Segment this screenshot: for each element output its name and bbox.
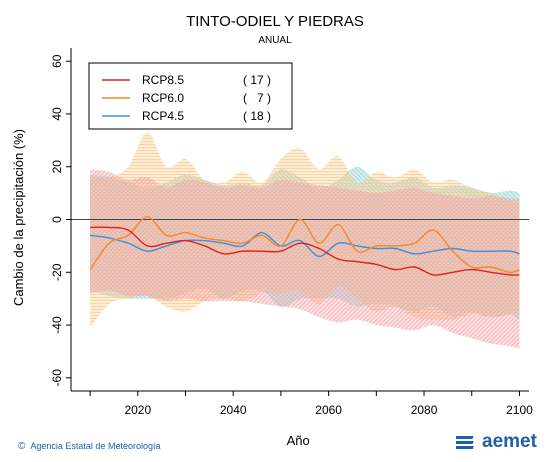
chart-title: TINTO-ODIEL Y PIEDRAS — [186, 13, 364, 30]
legend: RCP8.5 ( 17 ) RCP6.0 ( 7 ) RCP4.5 ( 18 ) — [88, 62, 293, 130]
legend-count-rcp45: ( 18 ) — [243, 109, 271, 123]
y-tick-label: 20 — [50, 160, 64, 174]
legend-label-rcp60: RCP6.0 — [142, 91, 184, 105]
x-tick-label: 2040 — [220, 403, 247, 417]
x-tick-label: 2020 — [124, 403, 151, 417]
x-axis-label: Año — [287, 433, 310, 448]
x-tick-label: 2100 — [506, 403, 533, 417]
y-tick-label: -20 — [50, 263, 64, 281]
band-rcp85 — [90, 169, 520, 349]
y-tick-label: -60 — [50, 369, 64, 387]
y-axis-label: Cambio de la precipitación (%) — [11, 129, 26, 306]
footer-credit: © Agencia Estatal de Meteorología — [18, 441, 160, 452]
y-tick-label: 60 — [50, 54, 64, 68]
legend-count-rcp85: ( 17 ) — [243, 73, 271, 87]
legend-label-rcp45: RCP4.5 — [142, 109, 184, 123]
chart-subtitle: ANUAL — [258, 35, 292, 46]
y-tick-label: 40 — [50, 107, 64, 121]
copyright-icon: © — [18, 441, 26, 452]
y-tick-label: -40 — [50, 316, 64, 334]
y-tick-label: 0 — [50, 216, 64, 223]
aemet-logo-icon — [456, 436, 474, 449]
legend-count-rcp60: ( 7 ) — [243, 91, 271, 105]
aemet-logo-text: aemet — [482, 431, 537, 452]
x-tick-label: 2060 — [315, 403, 342, 417]
credit-text: Agencia Estatal de Meteorología — [30, 441, 161, 451]
x-tick-label: 2080 — [411, 403, 438, 417]
line-rcp85 — [90, 226, 520, 276]
legend-label-rcp85: RCP8.5 — [142, 73, 184, 87]
legend-box — [88, 62, 293, 130]
line-rcp60 — [89, 216, 520, 274]
line-rcp45 — [89, 231, 520, 258]
